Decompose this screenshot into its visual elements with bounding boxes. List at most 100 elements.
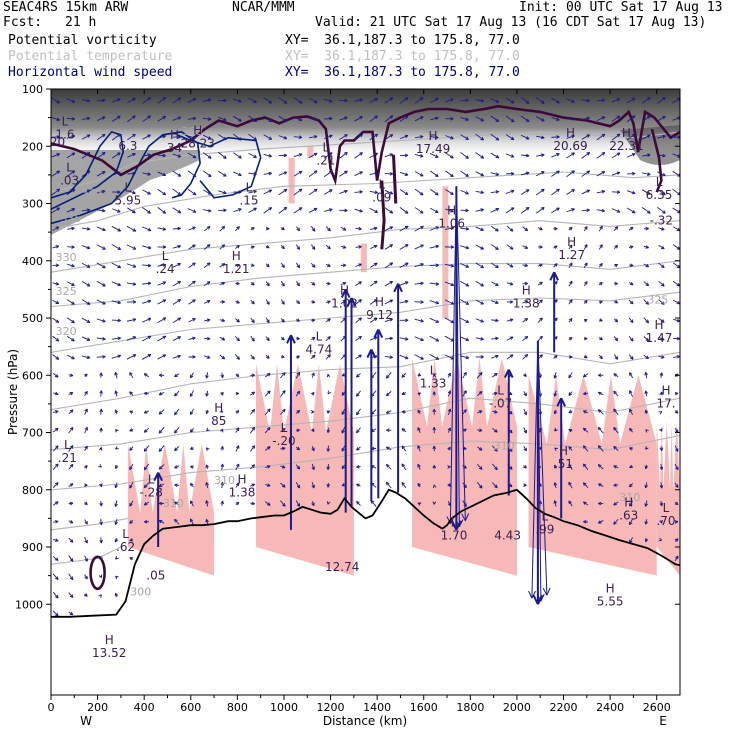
wind-vector	[417, 463, 421, 470]
y-tick-label: 800	[22, 484, 43, 497]
extremum-value: 22.31	[609, 139, 643, 153]
wind-vector	[596, 98, 606, 103]
wind-vector	[657, 188, 666, 196]
wind-vector	[384, 318, 393, 322]
wind-vector	[263, 171, 272, 176]
wind-vector	[611, 115, 621, 122]
wind-vector	[429, 335, 440, 342]
strong-updraft-arrow	[393, 283, 403, 493]
wind-vector	[598, 354, 603, 360]
wind-vector	[444, 299, 455, 305]
wind-vector	[659, 482, 664, 489]
wind-vector	[568, 262, 573, 268]
wind-vector	[339, 116, 348, 121]
wind-vector	[491, 445, 498, 452]
wind-vector	[629, 408, 634, 415]
wind-vector	[158, 483, 165, 487]
wind-vector	[220, 500, 224, 507]
wind-vector	[506, 225, 514, 232]
extremum-marker: L	[281, 421, 288, 435]
extremum-value: 1.27	[558, 248, 585, 262]
extremum-marker: L	[148, 472, 155, 486]
wind-vector	[505, 171, 515, 176]
wind-vector	[568, 299, 573, 305]
theta-contour	[51, 351, 680, 411]
wind-vector	[293, 135, 303, 140]
wind-vector	[187, 152, 197, 159]
wind-vector	[97, 208, 106, 213]
theta-contour	[51, 291, 680, 353]
extremum-value: -.20	[272, 434, 295, 448]
wind-vector	[157, 97, 167, 104]
wind-vector	[628, 245, 634, 249]
wind-vector	[429, 244, 440, 249]
wind-vector	[265, 317, 270, 324]
wind-vector	[265, 483, 271, 487]
extremum-marker: H	[655, 318, 664, 332]
wind-vector	[250, 245, 255, 249]
wind-vector	[597, 391, 604, 396]
wind-vector	[414, 171, 424, 177]
wind-vector	[476, 463, 483, 470]
wind-vector	[172, 188, 182, 196]
wind-vector	[280, 244, 285, 250]
wind-vector	[505, 207, 515, 214]
legend-wind-name: Horizontal wind speed	[8, 65, 173, 80]
wind-vector	[598, 244, 603, 250]
extremum-value: 1.6	[55, 128, 74, 142]
wind-vector	[99, 390, 103, 397]
wind-vector	[326, 281, 331, 286]
wind-vector	[553, 409, 558, 415]
wind-vector	[583, 354, 588, 359]
wind-vector	[643, 263, 650, 268]
wind-vector	[537, 226, 543, 231]
wind-vector	[523, 483, 527, 488]
wind-vector	[114, 390, 118, 397]
wind-vector	[326, 445, 330, 452]
wind-vector	[491, 244, 499, 250]
wind-vector	[583, 410, 589, 414]
wind-vector	[202, 170, 212, 178]
theta-contour-label: 310	[214, 474, 235, 487]
wind-vector	[52, 245, 60, 249]
wind-vector	[219, 409, 224, 413]
extremum-marker: L	[316, 329, 323, 343]
wind-vector	[644, 371, 648, 379]
wind-vector	[84, 574, 88, 580]
wind-vector	[188, 280, 196, 287]
wind-vector	[278, 188, 288, 196]
wind-vector	[657, 171, 666, 177]
wind-vector	[611, 190, 621, 194]
wind-vector	[613, 390, 619, 397]
wind-vector	[206, 447, 210, 451]
wind-vector	[460, 117, 469, 121]
wind-vector	[158, 445, 165, 452]
wind-vector	[81, 299, 91, 305]
wind-vector	[645, 429, 649, 433]
wind-vector	[158, 427, 165, 434]
wind-vector	[202, 189, 212, 195]
wind-vector	[325, 300, 331, 304]
wind-vector	[444, 226, 455, 231]
wind-vector	[613, 408, 619, 416]
wind-vector	[142, 207, 151, 214]
wind-vector	[324, 98, 333, 103]
wind-vector	[250, 317, 255, 324]
downdraft-barb	[536, 340, 545, 602]
wind-vector	[158, 409, 165, 415]
wind-vector	[432, 391, 437, 396]
extremum-marker: L	[122, 527, 129, 541]
wind-vector	[583, 520, 588, 524]
wind-vector	[188, 262, 196, 269]
wind-vector	[475, 152, 485, 159]
wind-vector	[596, 116, 606, 122]
wind-vector	[99, 372, 103, 378]
wind-vector	[308, 135, 318, 139]
wind-vector	[629, 464, 633, 469]
wind-vector	[568, 481, 573, 489]
wind-vector	[96, 189, 106, 194]
wind-vector	[537, 317, 543, 324]
wind-vector	[68, 555, 74, 562]
wind-vector	[126, 300, 137, 304]
wind-vector	[643, 281, 650, 287]
